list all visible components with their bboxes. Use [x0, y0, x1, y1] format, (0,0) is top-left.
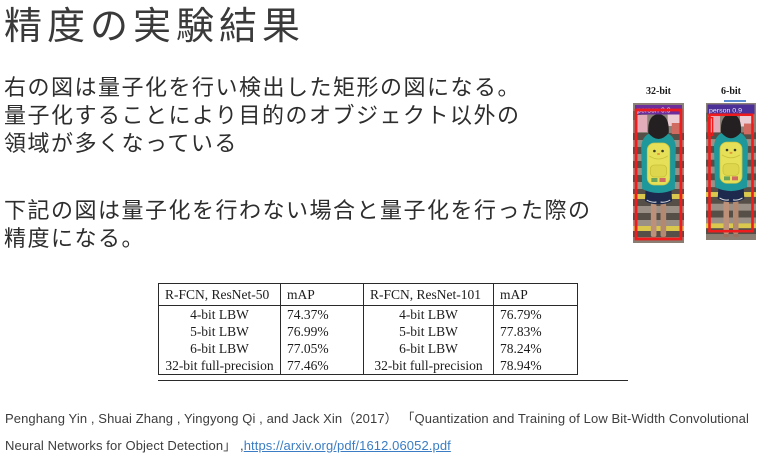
body-paragraph-right-figure: 右の図は量子化を行い検出した矩形の図になる。 量子化することにより目的のオブジェ… — [4, 75, 522, 156]
table-row: 4-bit LBW 74.37% 4-bit LBW 76.79% — [158, 305, 578, 323]
person-figure — [714, 113, 748, 238]
table-cell: 6-bit LBW — [158, 340, 281, 357]
table-row: 32-bit full-precision 77.46% 32-bit full… — [158, 357, 578, 375]
hair — [720, 113, 742, 139]
detection-figure-32bit: person 0.9 — [633, 103, 684, 243]
table-row: 6-bit LBW 77.05% 6-bit LBW 78.24% — [158, 340, 578, 357]
extra-bounding-box — [707, 116, 714, 136]
detection-banner: person 0.9 — [707, 104, 755, 114]
bounding-box — [708, 113, 754, 233]
citation: Penghang Yin , Shuai Zhang , Yingyong Qi… — [5, 405, 768, 459]
table-cell: 78.24% — [493, 340, 578, 357]
table-header-model-50: R-FCN, ResNet-50 — [158, 283, 281, 306]
detection-label: person 0.9 — [709, 107, 742, 114]
backpack — [646, 142, 671, 186]
backpack — [719, 141, 743, 184]
table-cell: 32-bit full-precision — [363, 357, 494, 375]
table-bottom-rule — [158, 380, 628, 381]
figure-label-underline — [724, 100, 746, 102]
figure-label-32bit: 32-bit — [646, 86, 671, 97]
figure-label-6bit: 6-bit — [721, 86, 741, 97]
table-cell: 6-bit LBW — [363, 340, 494, 357]
results-table: R-FCN, ResNet-50 mAP R-FCN, ResNet-101 m… — [158, 283, 578, 375]
table-header-map-50: mAP — [280, 283, 364, 306]
right-leg — [660, 203, 667, 237]
table-cell: 5-bit LBW — [363, 323, 494, 340]
left-leg — [650, 203, 657, 237]
table-cell: 78.94% — [493, 357, 578, 375]
table-cell: 32-bit full-precision — [158, 357, 281, 375]
table-cell: 4-bit LBW — [363, 305, 494, 323]
table-header-row: R-FCN, ResNet-50 mAP R-FCN, ResNet-101 m… — [158, 283, 578, 306]
table-cell: 76.79% — [493, 305, 578, 323]
table-cell: 77.05% — [280, 340, 364, 357]
right-leg — [733, 200, 739, 235]
table-cell: 5-bit LBW — [158, 323, 281, 340]
table-cell: 4-bit LBW — [158, 305, 281, 323]
bounding-box — [634, 108, 683, 241]
left-leg — [723, 200, 729, 235]
table-row: 5-bit LBW 76.99% 5-bit LBW 77.83% — [158, 323, 578, 340]
hair — [648, 114, 669, 139]
person-figure — [641, 114, 676, 241]
body-paragraph-table-intro: 下記の図は量子化を行わない場合と量子化を行った際の 精度になる。 — [4, 198, 592, 251]
table-cell: 76.99% — [280, 323, 364, 340]
arxiv-link[interactable]: https://arxiv.org/pdf/1612.06052.pdf — [243, 438, 451, 453]
detection-figure-6bit: person 0.9 — [706, 103, 756, 240]
table-cell: 77.46% — [280, 357, 364, 375]
table-header-map-101: mAP — [493, 283, 578, 306]
table-cell: 74.37% — [280, 305, 364, 323]
table-cell: 77.83% — [493, 323, 578, 340]
citation-line-2: Neural Networks for Object Detection」 ,h… — [5, 432, 768, 459]
table-header-model-101: R-FCN, ResNet-101 — [363, 283, 494, 306]
citation-line-1: Penghang Yin , Shuai Zhang , Yingyong Qi… — [5, 411, 749, 426]
page-title: 精度の実験結果 — [4, 6, 306, 48]
citation-line-2-text: Neural Networks for Object Detection」 , — [5, 438, 244, 453]
